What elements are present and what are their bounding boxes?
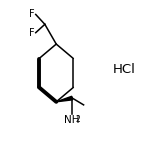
Text: HCl: HCl	[113, 63, 136, 76]
Text: NH: NH	[64, 115, 79, 125]
Polygon shape	[56, 96, 73, 102]
Text: F: F	[29, 9, 35, 19]
Text: F: F	[29, 28, 35, 38]
Text: 2: 2	[76, 115, 80, 124]
